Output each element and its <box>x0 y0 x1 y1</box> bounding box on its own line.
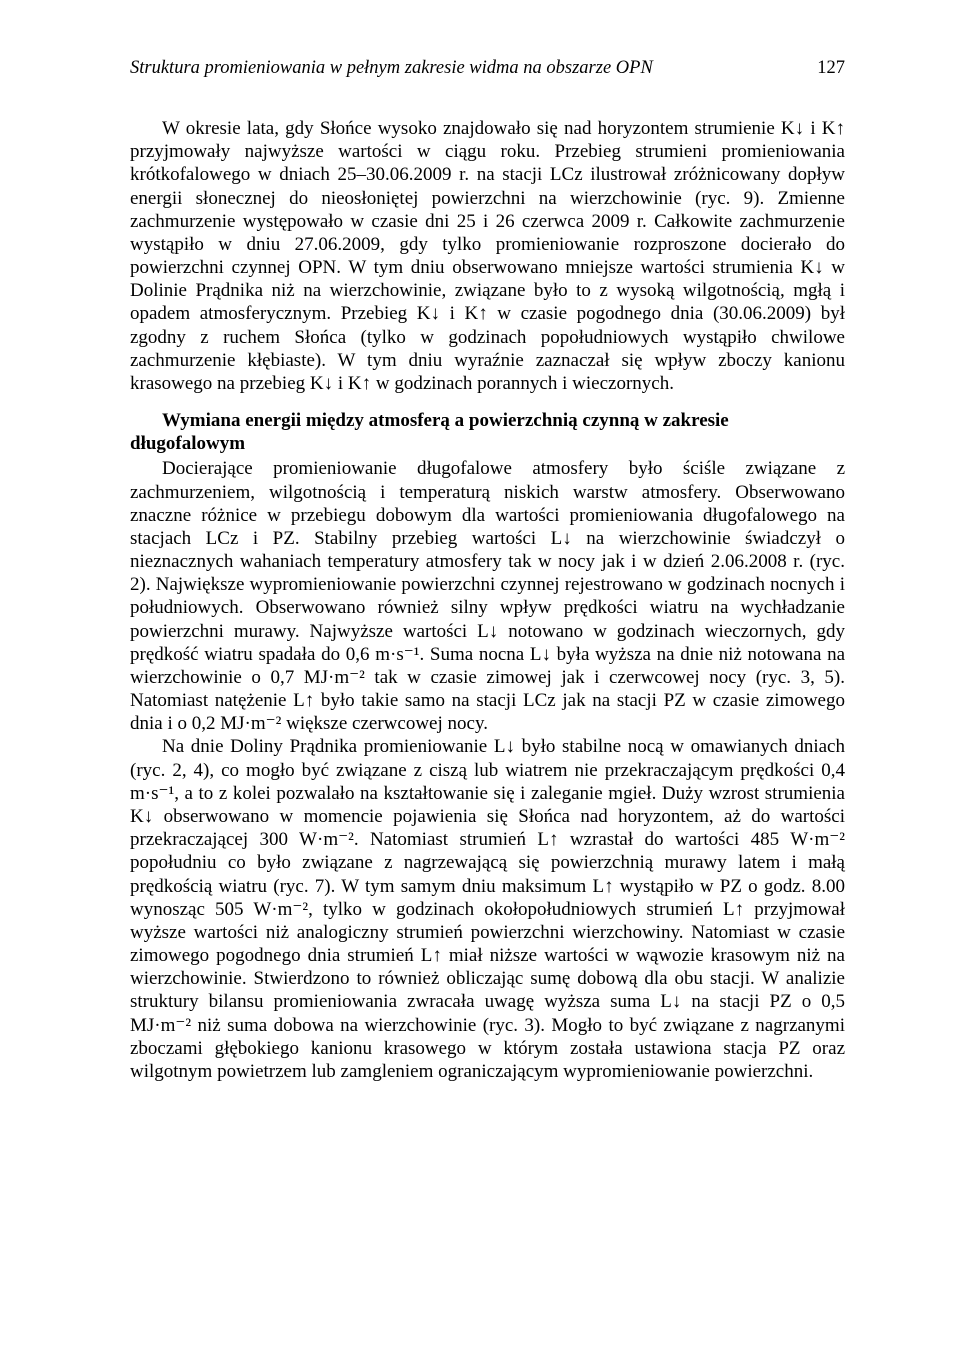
paragraph-3: Na dnie Doliny Prądnika promieniowanie L… <box>130 735 845 1083</box>
page-number: 127 <box>817 58 845 79</box>
running-title: Struktura promieniowania w pełnym zakres… <box>130 58 653 79</box>
paragraph-2: Docierające promieniowanie długofalowe a… <box>130 457 845 735</box>
document-page: Struktura promieniowania w pełnym zakres… <box>0 0 960 1346</box>
running-head: Struktura promieniowania w pełnym zakres… <box>130 58 845 79</box>
paragraph-1: W okresie lata, gdy Słońce wysoko znajdo… <box>130 117 845 395</box>
section-heading: Wymiana energii między atmosferą a powie… <box>130 409 845 455</box>
